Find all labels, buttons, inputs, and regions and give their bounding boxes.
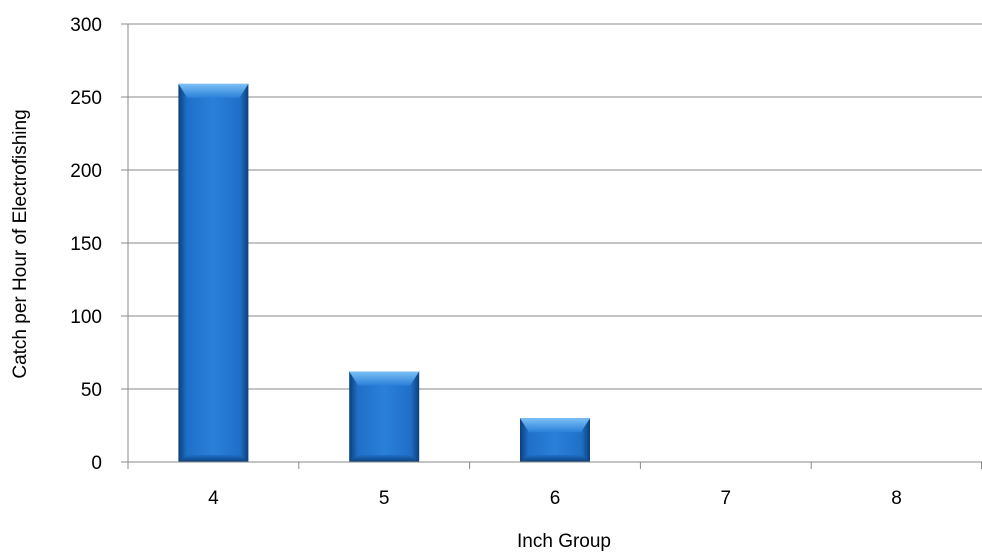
bars [178,83,590,463]
tick-labels: 0 50 100 150 200 250 300 4 5 6 7 8 [70,15,902,509]
bar-top-bevel [178,83,249,98]
x-tick-label: 5 [379,488,390,509]
axes [121,23,982,469]
x-tick-label: 7 [721,488,732,509]
bar-6 [520,418,590,462]
x-axis-title: Inch Group [517,531,611,552]
bar-body [178,83,249,463]
x-tick-label: 8 [891,488,902,509]
bar-top-bevel [520,418,590,433]
bar-bottom-bevel [178,455,249,462]
y-tick-label: 200 [70,161,102,182]
y-tick-label: 300 [70,15,102,36]
y-tick-label: 0 [91,453,102,474]
bar-bottom-bevel [520,455,590,462]
bar-body [349,371,420,462]
y-tick-label: 100 [70,307,102,328]
bar-5 [349,371,420,462]
x-tick-label: 6 [550,488,561,509]
bar-bottom-bevel [349,455,420,462]
gridlines [128,23,982,390]
bar-4 [178,83,249,463]
y-tick-label: 250 [70,88,102,109]
bar-top-bevel [349,371,420,386]
y-tick-label: 150 [70,234,102,255]
y-tick-label: 50 [81,380,102,401]
y-axis-title: Catch per Hour of Electrofishing [10,109,31,378]
x-tick-label: 4 [208,488,219,509]
